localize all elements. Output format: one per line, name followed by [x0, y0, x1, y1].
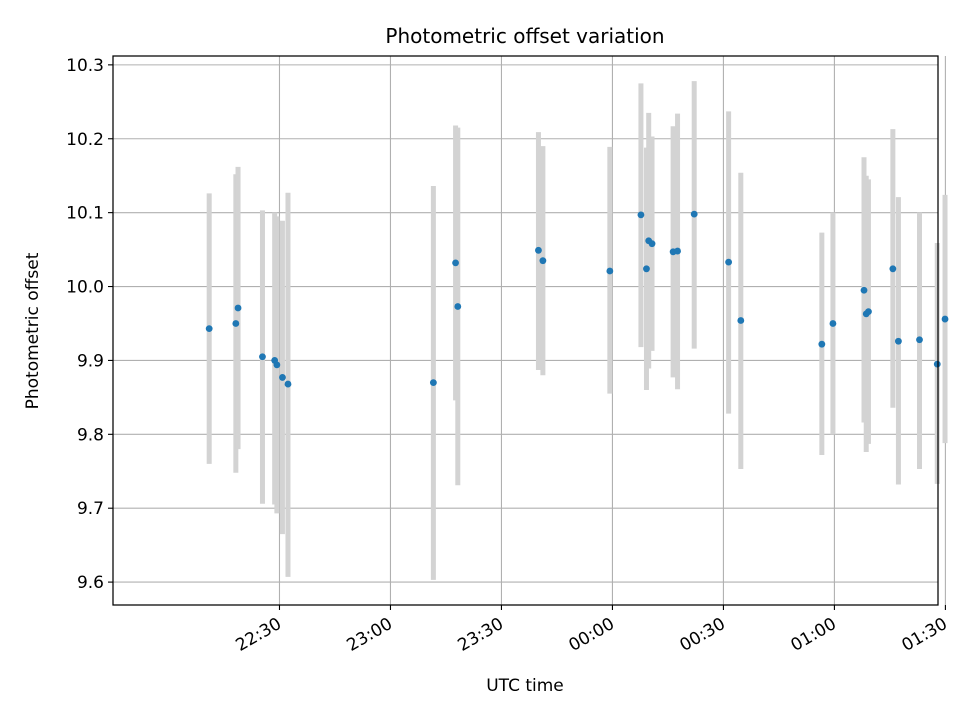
data-point [865, 308, 872, 316]
grid [113, 56, 946, 605]
data-point [737, 317, 745, 324]
data-point [643, 265, 650, 273]
data-point [429, 379, 437, 386]
data-point [259, 353, 266, 361]
y-tick-label: 9.8 [77, 425, 104, 445]
y-tick-label: 9.6 [77, 573, 104, 593]
y-tick-label: 9.9 [77, 351, 104, 371]
data-point [606, 267, 614, 275]
data-point [895, 337, 902, 345]
data-point [205, 325, 213, 333]
data-point [284, 380, 292, 388]
data-point [279, 374, 286, 381]
data-point [234, 304, 242, 312]
data-point [454, 303, 462, 310]
y-axis-label: Photometric offset [23, 252, 43, 409]
y-tick-label: 10.0 [66, 278, 104, 298]
y-tick-label: 10.3 [66, 56, 104, 76]
data-point [674, 247, 681, 255]
data-point [818, 340, 826, 348]
data-point [860, 286, 868, 294]
y-axis: 9.6 9.7 9.8 9.9 10.0 10.1 10.2 10.3 [66, 56, 113, 593]
chart-title: Photometric offset variation [385, 24, 664, 48]
data-point [637, 211, 645, 219]
data-point [539, 257, 547, 265]
data-point [916, 336, 923, 344]
data-point [232, 320, 240, 327]
data-point [690, 210, 698, 218]
data-point [648, 240, 656, 248]
data-point [889, 265, 897, 273]
y-tick-label: 9.7 [77, 499, 104, 519]
data-point [941, 315, 949, 323]
data-point [452, 259, 459, 267]
data-points [205, 210, 949, 388]
data-point [273, 361, 281, 369]
plot-frame [112, 55, 939, 606]
data-point [829, 320, 837, 327]
data-point [933, 360, 941, 368]
data-point [535, 246, 542, 254]
data-point [725, 258, 733, 266]
x-axis-label: UTC time [486, 676, 564, 696]
y-tick-label: 10.1 [66, 204, 104, 224]
y-tick-label: 10.2 [66, 130, 104, 150]
